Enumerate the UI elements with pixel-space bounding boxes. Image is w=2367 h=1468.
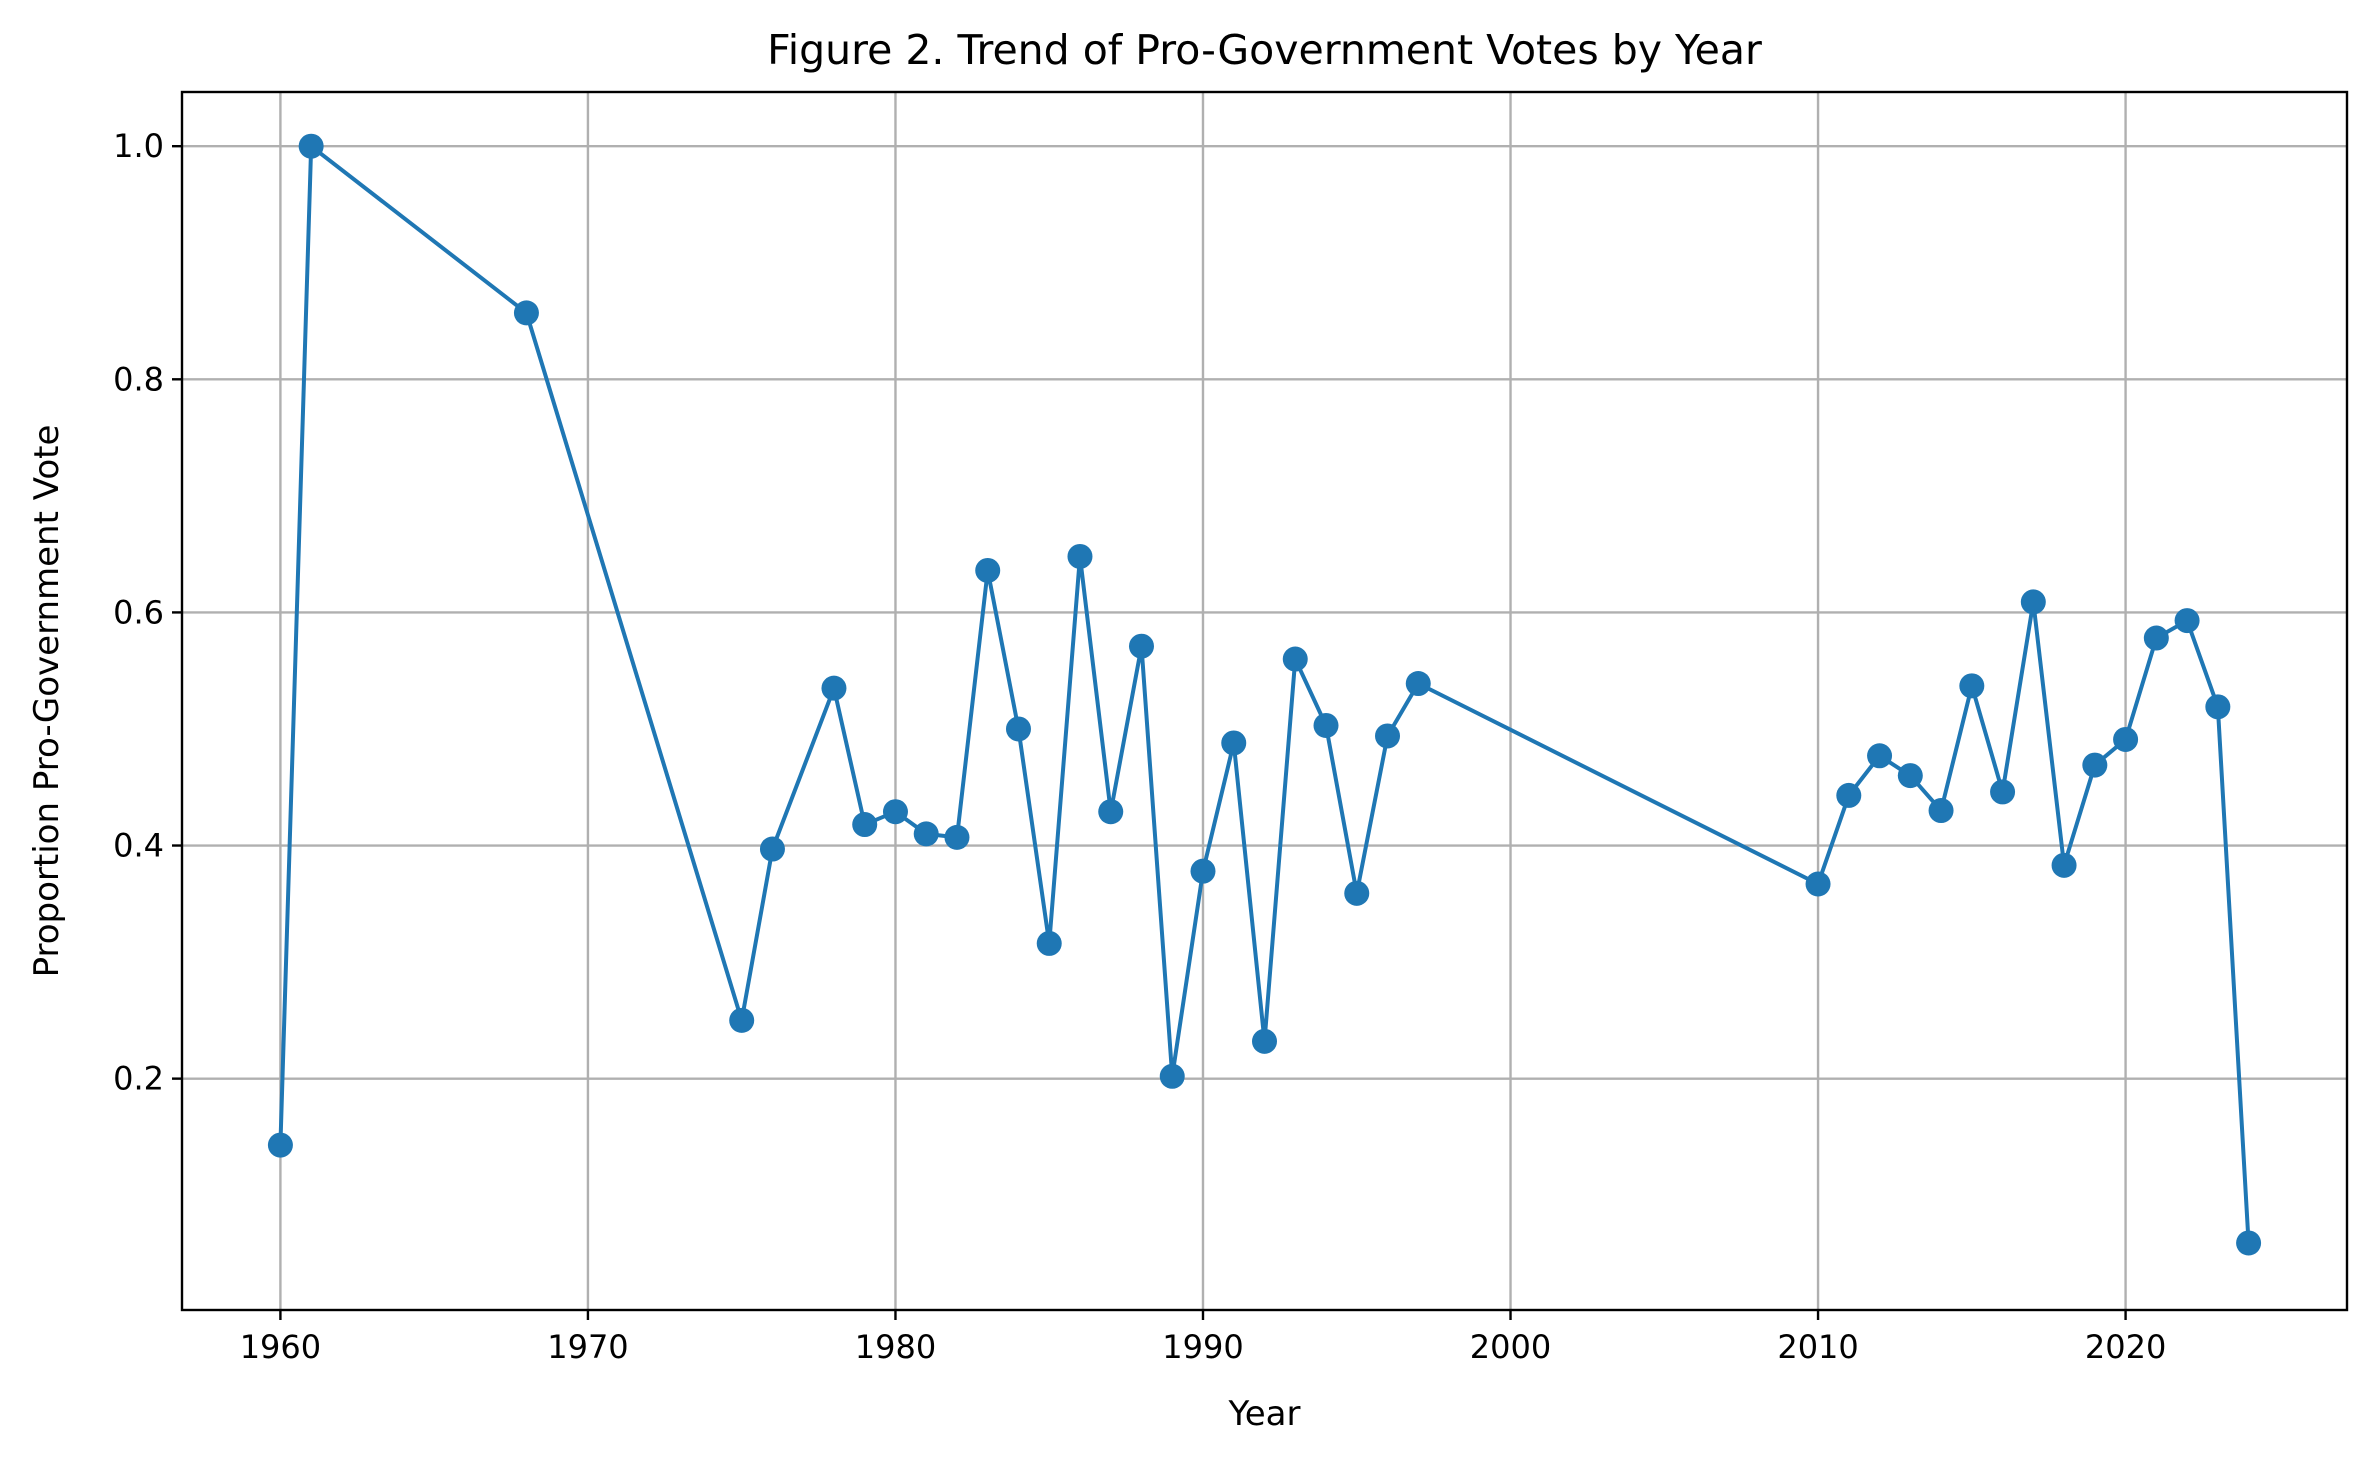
data-point [1252, 1028, 1277, 1054]
plot-frame [180, 90, 2349, 1312]
series-layer [267, 133, 2262, 1256]
data-point [852, 812, 878, 838]
data-point [975, 557, 1001, 583]
data-point [298, 133, 324, 159]
data-point [1405, 671, 1431, 697]
data-point [513, 300, 539, 326]
data-point [2082, 752, 2108, 778]
data-point [1221, 730, 1247, 756]
data-point [1190, 858, 1216, 884]
data-point [1805, 871, 1831, 897]
axes [180, 90, 2349, 1312]
series-line [278, 144, 2251, 1244]
y-tick-label: 0.6 [113, 593, 164, 631]
x-tick-label: 2000 [1470, 1328, 1551, 1366]
data-point [2143, 625, 2169, 651]
data-point [1928, 798, 1954, 824]
ticks: 1960 1970 1980 1990 2000 2010 2020 0.2 0.4 0.6 0.8… [113, 127, 2166, 1366]
data-point [1990, 779, 2016, 805]
data-point [1005, 716, 1031, 742]
data-point [267, 1132, 293, 1158]
data-point [944, 824, 970, 850]
data-point [1036, 930, 1062, 956]
data-point [2174, 608, 2200, 634]
data-point [1098, 799, 1124, 825]
data-point [2113, 726, 2139, 752]
data-point [1836, 782, 1862, 808]
chart-title: Figure 2. Trend of Pro-Government Votes … [767, 26, 1762, 74]
data-point [1313, 712, 1339, 738]
data-point [1282, 646, 1308, 672]
y-axis-label: Proportion Pro-Government Vote [27, 425, 67, 978]
data-point [1128, 633, 1154, 659]
data-point [1159, 1063, 1185, 1089]
data-point [913, 821, 939, 847]
x-tick-label: 2020 [2085, 1328, 2166, 1366]
data-point [1867, 743, 1893, 769]
data-point [882, 799, 908, 825]
y-tick-label: 0.8 [113, 360, 164, 398]
data-point [1897, 763, 1923, 789]
data-point [2051, 852, 2077, 878]
x-tick-label: 1960 [240, 1328, 321, 1366]
data-point [2236, 1230, 2262, 1256]
data-point [2205, 694, 2231, 720]
x-tick-label: 1970 [547, 1328, 628, 1366]
y-tick-label: 0.4 [113, 827, 164, 865]
y-tick-label: 0.2 [113, 1060, 164, 1098]
data-point [1959, 673, 1985, 699]
data-point [2020, 589, 2046, 615]
x-tick-label: 1990 [1162, 1328, 1243, 1366]
data-point [759, 836, 785, 862]
x-tick-label: 2010 [1777, 1328, 1858, 1366]
data-point [1067, 543, 1093, 569]
data-point [1344, 880, 1370, 906]
data-point [1375, 723, 1401, 749]
grid [182, 92, 2347, 1310]
data-point [729, 1007, 755, 1033]
x-axis-label: Year [1228, 1394, 1301, 1434]
data-point [821, 675, 847, 701]
y-tick-label: 1.0 [113, 127, 164, 165]
x-tick-label: 1980 [855, 1328, 936, 1366]
